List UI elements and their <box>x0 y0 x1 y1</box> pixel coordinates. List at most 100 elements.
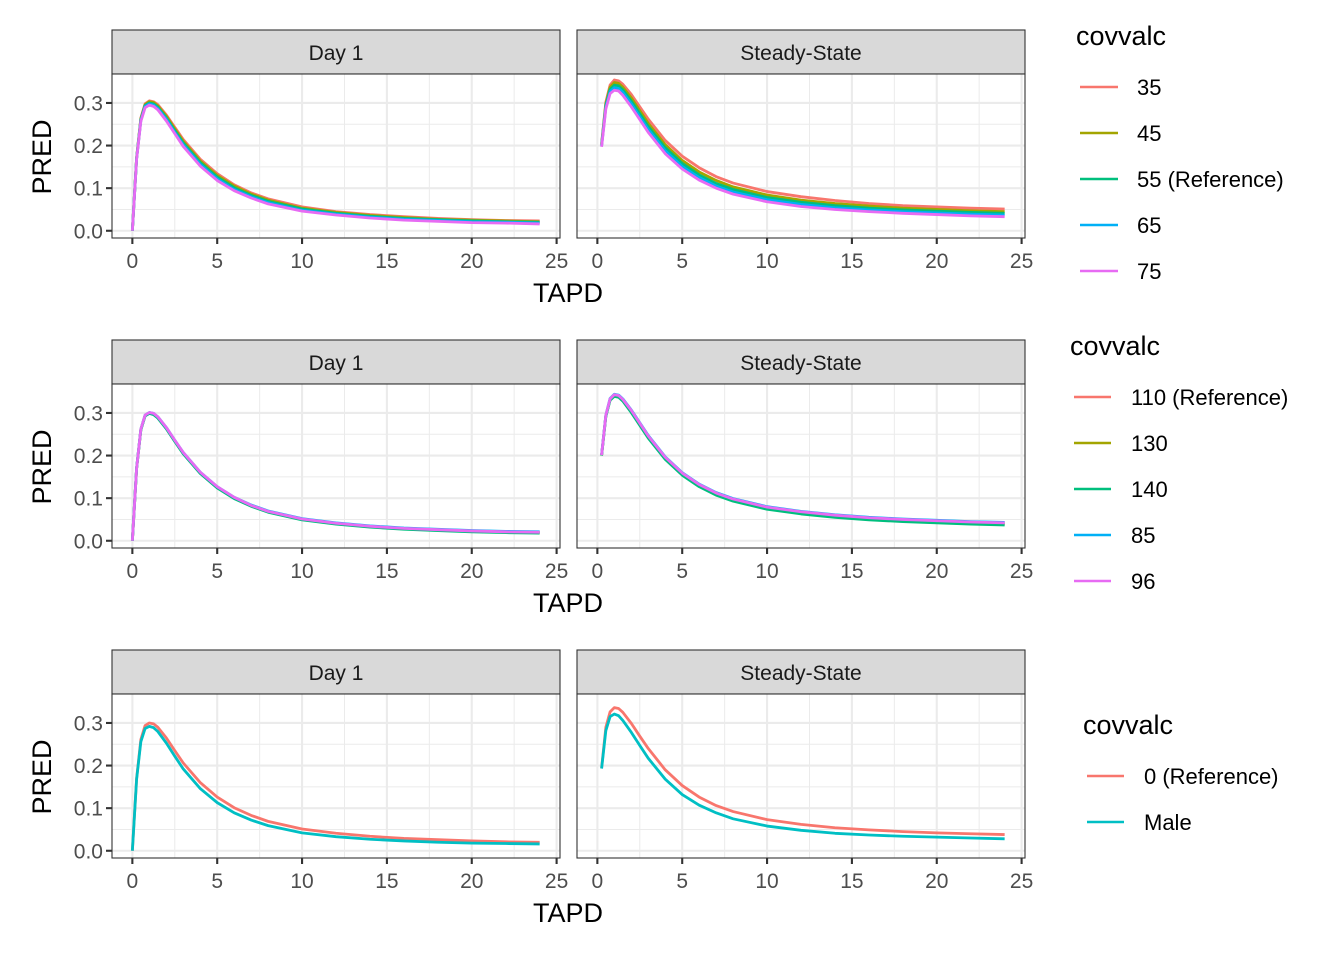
x-tick-label: 5 <box>676 250 688 273</box>
legend-item: 55 (Reference) <box>1080 167 1284 192</box>
facet-strip-label: Steady-State <box>740 662 861 685</box>
legend-item: 85 <box>1074 523 1155 548</box>
panel-background <box>112 694 560 858</box>
y-tick-label: 0.0 <box>74 530 103 553</box>
legend-label: 55 (Reference) <box>1137 167 1284 192</box>
x-tick-label: 0 <box>127 560 139 583</box>
legend-label: 130 <box>1131 431 1168 456</box>
legend-label: 96 <box>1131 569 1155 594</box>
facet-strip <box>111 649 561 695</box>
x-tick-label: 10 <box>755 870 778 893</box>
panel-steady-state: Steady-State 0 5 10 15 20 25 <box>576 339 1033 583</box>
series-line-0-reference <box>130 721 540 851</box>
y-tick-label: 0.0 <box>74 220 103 243</box>
x-tick-label: 15 <box>840 560 863 583</box>
legend-item: 45 <box>1080 121 1161 146</box>
x-axis-title: TAPD <box>533 898 603 928</box>
series-line-55-reference <box>600 83 1005 215</box>
series-line-65 <box>600 86 1005 217</box>
x-tick-label: 10 <box>755 560 778 583</box>
x-tick-label: 10 <box>290 250 313 273</box>
legend-item: 96 <box>1074 569 1155 594</box>
x-tick-label: 25 <box>1010 870 1033 893</box>
x-tick-label: 15 <box>375 870 398 893</box>
panel-border <box>111 693 561 859</box>
legend-item: 0 (Reference) <box>1087 764 1279 789</box>
series-line-male <box>600 712 1005 841</box>
x-tick-label: 15 <box>375 250 398 273</box>
x-tick-label: 20 <box>460 250 483 273</box>
series-line-0-reference <box>600 706 1005 836</box>
y-tick-label: 0.1 <box>74 178 103 201</box>
legend: covvalc 35 45 55 (Reference) 65 75 <box>1076 21 1284 284</box>
legend-item: 75 <box>1080 259 1161 284</box>
x-tick-label: 20 <box>925 870 948 893</box>
panel-border <box>111 73 561 239</box>
x-tick-label: 5 <box>676 560 688 583</box>
x-tick-label: 15 <box>375 560 398 583</box>
legend-label: 75 <box>1137 259 1161 284</box>
series-line-35 <box>600 78 1005 211</box>
y-tick-label: 0.0 <box>74 840 103 863</box>
series-line-75 <box>130 103 540 231</box>
x-tick-label: 5 <box>211 870 223 893</box>
panel-steady-state: Steady-State 0 5 10 15 20 25 <box>576 649 1033 893</box>
panel-border <box>111 383 561 549</box>
y-tick-label: 0.2 <box>74 135 103 158</box>
facet-row-2: Day 1 0 5 10 15 20 25 0.0 0.1 0.2 0.3 Steady-State 0… <box>27 331 1288 618</box>
facet-strip-label: Day 1 <box>309 352 364 375</box>
panel-border <box>576 383 1026 549</box>
x-tick-label: 20 <box>925 250 948 273</box>
legend-item: 140 <box>1074 477 1168 502</box>
panel-day-1: Day 1 0 5 10 15 20 25 0.0 0.1 0.2 0.3 <box>74 29 568 273</box>
x-tick-label: 25 <box>1010 560 1033 583</box>
facet-strip <box>576 649 1026 695</box>
x-tick-label: 25 <box>1010 250 1033 273</box>
legend-item: 110 (Reference) <box>1074 385 1288 410</box>
x-tick-label: 20 <box>925 560 948 583</box>
facet-row-3: Day 1 0 5 10 15 20 25 0.0 0.1 0.2 0.3 Steady-State 0… <box>27 649 1279 928</box>
facet-strip-label: Steady-State <box>740 352 861 375</box>
x-tick-label: 25 <box>545 870 568 893</box>
legend-title: covvalc <box>1076 21 1166 51</box>
x-tick-label: 5 <box>676 870 688 893</box>
legend: covvalc 110 (Reference) 130 140 85 96 <box>1070 331 1288 594</box>
facet-strip-label: Day 1 <box>309 662 364 685</box>
facet-strip <box>111 29 561 75</box>
legend-label: 65 <box>1137 213 1161 238</box>
y-tick-label: 0.1 <box>74 488 103 511</box>
facet-strip-label: Steady-State <box>740 42 861 65</box>
x-tick-label: 15 <box>840 870 863 893</box>
legend: covvalc 0 (Reference) Male <box>1083 710 1279 835</box>
facet-row-1: Day 1 0 5 10 15 20 25 0.0 0.1 0.2 0.3 Steady-State 0… <box>27 21 1284 308</box>
x-tick-label: 0 <box>592 250 604 273</box>
series-line-96 <box>130 411 540 541</box>
legend-item: 65 <box>1080 213 1161 238</box>
legend-label: 110 (Reference) <box>1131 385 1288 410</box>
panel-background <box>112 384 560 548</box>
x-tick-label: 5 <box>211 560 223 583</box>
legend-item: Male <box>1087 810 1192 835</box>
legend-item: 35 <box>1080 75 1161 100</box>
legend-label: Male <box>1144 810 1192 835</box>
x-tick-label: 25 <box>545 250 568 273</box>
x-tick-label: 0 <box>592 870 604 893</box>
facet-strip <box>111 339 561 385</box>
x-tick-label: 10 <box>290 870 313 893</box>
x-tick-label: 15 <box>840 250 863 273</box>
x-axis-title: TAPD <box>533 278 603 308</box>
panel-steady-state: Steady-State 0 5 10 15 20 25 <box>576 29 1033 273</box>
y-tick-label: 0.2 <box>74 445 103 468</box>
y-tick-label: 0.1 <box>74 798 103 821</box>
series-line-140 <box>600 394 1005 527</box>
legend-label: 0 (Reference) <box>1144 764 1279 789</box>
legend-item: 130 <box>1074 431 1168 456</box>
legend-label: 85 <box>1131 523 1155 548</box>
legend-title: covvalc <box>1070 331 1160 361</box>
legend-title: covvalc <box>1083 710 1173 740</box>
x-tick-label: 10 <box>755 250 778 273</box>
panel-border <box>576 693 1026 859</box>
x-tick-label: 20 <box>460 870 483 893</box>
y-axis-title: PRED <box>27 119 57 194</box>
